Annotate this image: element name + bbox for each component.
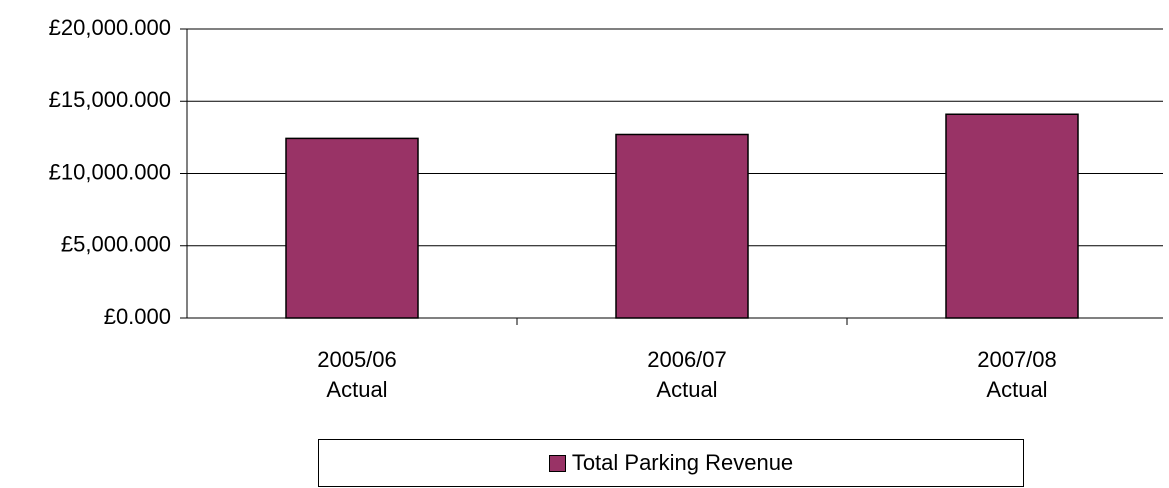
y-tick-label: £10,000.000 [49,159,171,184]
x-tick-label: 2007/08 Actual [977,347,1057,402]
x-tick-label: 2005/06 Actual [317,347,397,402]
y-tick-label: £5,000.000 [61,232,171,257]
legend-swatch [548,454,566,472]
x-tick-label: 2006/07 Actual [647,347,727,402]
bar [285,137,419,319]
legend: Total Parking Revenue [318,439,1024,487]
bar [615,133,749,319]
y-tick-label: £15,000.000 [49,87,171,112]
y-tick-label: £20,000.000 [49,15,171,40]
bar [945,113,1079,319]
legend-label: Total Parking Revenue [571,450,794,475]
y-tick-label: £0.000 [104,304,171,329]
